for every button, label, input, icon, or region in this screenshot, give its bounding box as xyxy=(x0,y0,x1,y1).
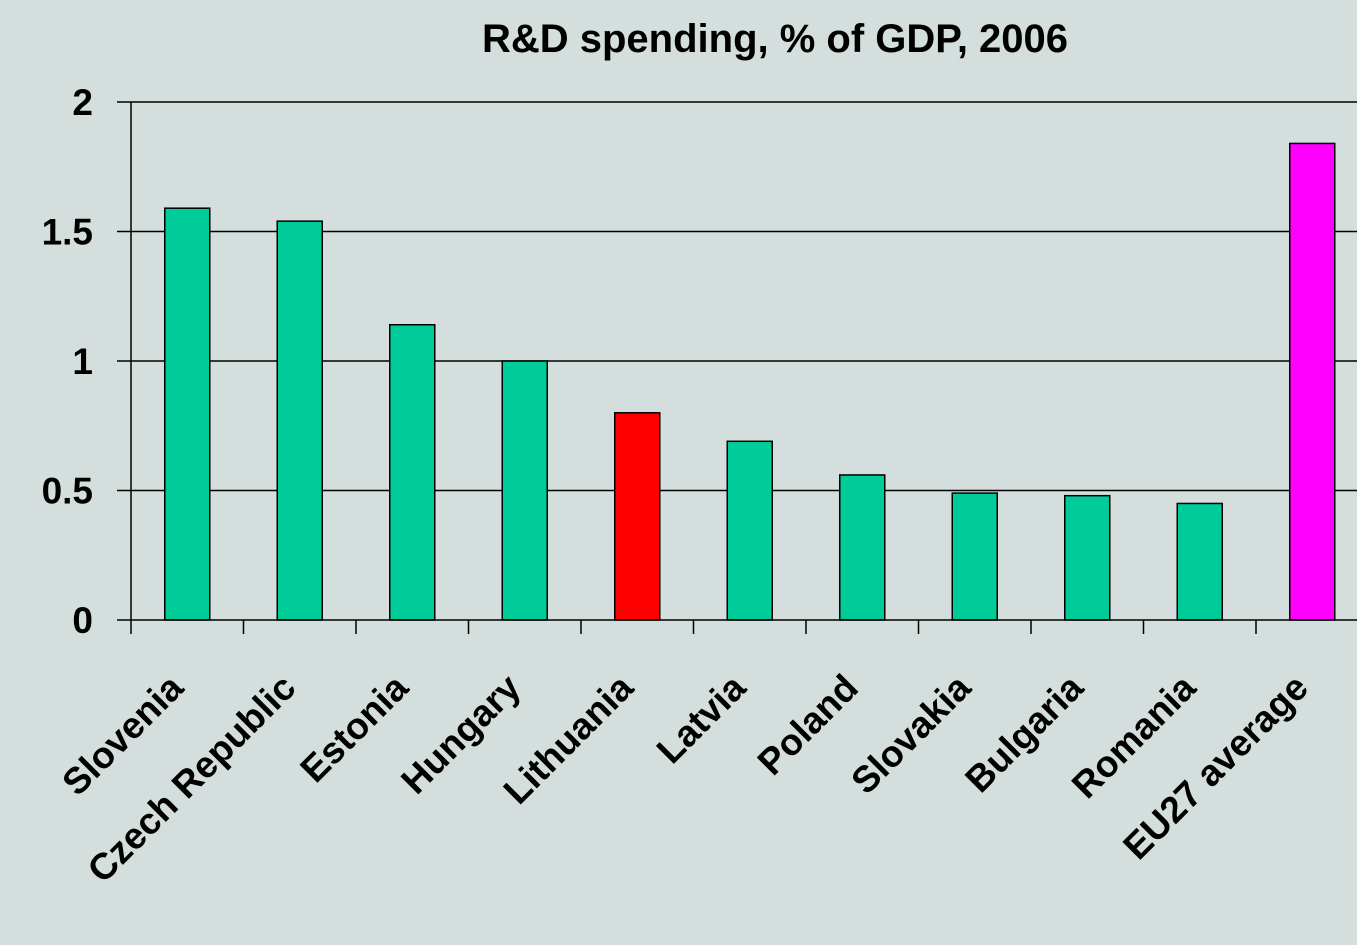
x-tick-label: Slovakia xyxy=(843,666,978,801)
bar-czech-republic xyxy=(276,220,323,621)
x-tick-label: Poland xyxy=(750,667,866,783)
bar-romania xyxy=(1176,502,1223,621)
y-tick-label: 0.5 xyxy=(42,471,93,512)
y-tick-label: 0 xyxy=(72,600,93,641)
bar-slovakia xyxy=(951,492,998,621)
y-tick-label: 2 xyxy=(72,82,93,123)
bars xyxy=(164,142,1336,621)
bar-eu27-average xyxy=(1289,142,1336,621)
y-tick-label: 1.5 xyxy=(42,212,93,253)
y-tick-labels: 0 0.5 1 1.5 2 xyxy=(42,82,93,641)
x-tick-label: Latvia xyxy=(649,666,754,771)
bar-hungary xyxy=(501,360,548,621)
axes xyxy=(117,101,1357,634)
bar-poland xyxy=(839,474,886,621)
y-tick-label: 1 xyxy=(72,341,93,382)
bar-slovenia xyxy=(164,207,211,621)
bar-estonia xyxy=(389,323,436,621)
chart-title: R&D spending, % of GDP, 2006 xyxy=(482,17,1068,61)
bar-latvia xyxy=(726,440,773,621)
bar-bulgaria xyxy=(1064,494,1111,621)
bar-lithuania xyxy=(614,412,661,621)
x-tick-label: Czech Republic xyxy=(80,667,304,891)
